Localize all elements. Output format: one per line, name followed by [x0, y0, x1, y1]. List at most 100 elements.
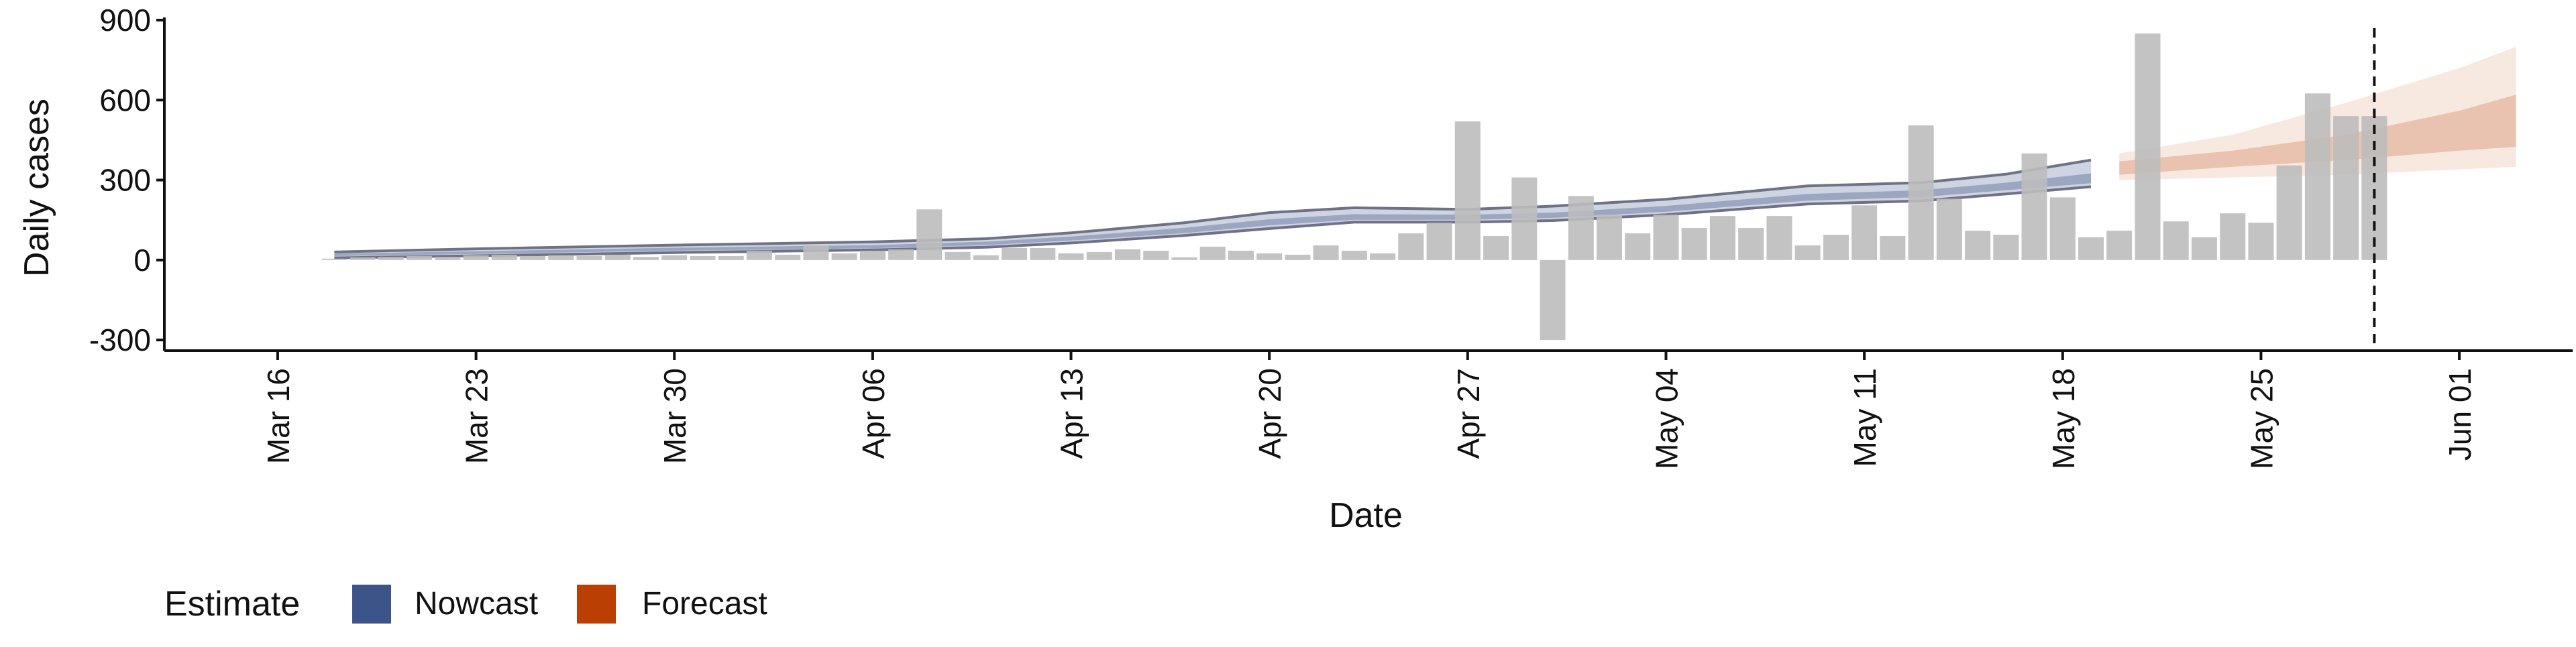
bar-2020-04-13 [1058, 253, 1084, 260]
x-tick-label-2020-04-20: Apr 20 [1252, 368, 1287, 459]
bar-2020-05-13 [1908, 125, 1934, 260]
y-tick-label-0: 0 [133, 243, 151, 278]
y-tick-label-300: 300 [99, 163, 151, 198]
bar-2020-04-26 [1426, 223, 1452, 260]
y-tick-label-900: 900 [99, 3, 151, 38]
bar-2020-03-19 [350, 257, 376, 260]
bar-2020-03-20 [378, 257, 404, 260]
bar-2020-04-04 [803, 245, 829, 260]
bar-2020-05-20 [2106, 231, 2133, 260]
bar-2020-05-28 [2333, 116, 2359, 260]
bar-2020-04-17 [1171, 257, 1197, 260]
legend: Estimate Nowcast Forecast [164, 585, 767, 624]
bar-2020-05-04 [1653, 215, 1679, 260]
x-tick-label-2020-03-23: Mar 23 [460, 368, 494, 464]
bar-2020-04-23 [1341, 250, 1367, 260]
legend-label-forecast: Forecast [642, 586, 767, 622]
bar-2020-05-23 [2191, 237, 2217, 260]
y-tick-label--300: -300 [89, 322, 151, 357]
bar-2020-05-29 [2361, 116, 2387, 260]
bar-2020-04-09 [945, 251, 971, 260]
y-tick-label-600: 600 [99, 82, 151, 117]
bar-2020-03-22 [435, 257, 461, 260]
legend-title: Estimate [164, 585, 300, 624]
bar-2020-04-06 [859, 250, 885, 260]
bar-2020-05-06 [1709, 216, 1735, 260]
bar-2020-05-11 [1851, 205, 1878, 260]
axes-layer: 900 600 300 0 -300 Mar 16 Mar 23 Mar 30 Apr 06 Ap… [89, 3, 2573, 469]
y-axis-label: Daily cases [17, 99, 56, 277]
bar-2020-04-22 [1313, 245, 1339, 260]
bar-2020-04-10 [973, 255, 999, 260]
bar-2020-05-14 [1936, 198, 1962, 260]
x-tick-label-2020-05-25: May 25 [2244, 368, 2279, 469]
bar-2020-03-24 [491, 254, 517, 260]
legend-swatch-forecast [577, 585, 616, 624]
bar-2020-04-05 [831, 253, 857, 260]
bar-2020-05-27 [2304, 93, 2330, 260]
x-tick-label-2020-04-06: Apr 06 [856, 368, 891, 459]
band-edge-lower-nowcast [334, 185, 2092, 259]
bar-2020-05-08 [1766, 216, 1792, 260]
x-tick-label-2020-06-01: Jun 01 [2443, 368, 2477, 461]
bar-2020-04-21 [1285, 254, 1311, 260]
bar-2020-04-20 [1256, 253, 1283, 260]
bar-2020-05-19 [2078, 237, 2104, 260]
bar-2020-05-02 [1597, 215, 1622, 260]
x-axis-label: Date [1329, 496, 1403, 535]
x-tick-label-2020-04-27: Apr 27 [1451, 368, 1486, 459]
x-tick-label-2020-05-11: May 11 [1847, 368, 1882, 467]
bar-2020-03-30 [661, 255, 688, 260]
bar-2020-05-18 [2049, 197, 2076, 260]
bar-2020-05-10 [1823, 235, 1849, 260]
bar-2020-05-17 [2021, 153, 2047, 260]
bar-2020-04-16 [1143, 250, 1169, 260]
bar-2020-05-09 [1794, 245, 1821, 260]
bar-2020-04-14 [1086, 251, 1112, 260]
bar-2020-05-05 [1681, 228, 1707, 260]
legend-label-nowcast: Nowcast [415, 586, 538, 622]
bar-2020-05-15 [1965, 231, 1991, 260]
bar-2020-04-30 [1540, 259, 1566, 341]
bar-2020-03-25 [520, 255, 546, 260]
bar-2020-03-18 [321, 258, 347, 260]
bar-2020-04-15 [1115, 249, 1140, 260]
bar-2020-05-16 [1993, 235, 2019, 260]
bar-2020-04-19 [1228, 250, 1254, 260]
x-tick-label-2020-05-04: May 04 [1650, 368, 1684, 469]
bar-2020-04-28 [1483, 236, 1509, 260]
x-tick-label-2020-04-13: Apr 13 [1055, 368, 1089, 459]
bar-2020-05-01 [1568, 196, 1594, 260]
bar-2020-04-11 [1002, 247, 1028, 260]
bar-2020-03-26 [548, 255, 574, 260]
bar-2020-05-22 [2163, 221, 2189, 260]
x-tick-label-2020-05-18: May 18 [2046, 368, 2081, 469]
bar-2020-04-12 [1030, 247, 1056, 260]
bar-2020-04-03 [775, 254, 801, 260]
bar-2020-04-29 [1511, 177, 1538, 260]
bar-2020-04-01 [718, 255, 744, 260]
bar-2020-05-26 [2276, 165, 2302, 260]
bar-2020-04-18 [1199, 246, 1226, 260]
x-tick-label-2020-03-16: Mar 16 [261, 368, 296, 464]
band-inner-forecast [2119, 95, 2516, 175]
x-tick-label-2020-03-30: Mar 30 [657, 368, 692, 464]
bar-2020-04-25 [1398, 233, 1424, 260]
bar-2020-05-25 [2248, 223, 2274, 260]
bar-2020-04-08 [916, 209, 943, 260]
bar-2020-05-12 [1880, 236, 1906, 260]
bar-2020-04-07 [888, 249, 914, 260]
bar-2020-03-21 [407, 255, 433, 260]
bar-2020-03-27 [576, 255, 602, 260]
bar-2020-03-28 [604, 254, 631, 260]
bar-2020-03-31 [690, 255, 716, 260]
bar-2020-04-27 [1454, 121, 1481, 260]
band-edge-upper-nowcast [334, 158, 2092, 253]
bar-2020-05-07 [1738, 228, 1764, 260]
legend-swatch-nowcast [352, 585, 391, 624]
bar-2020-05-21 [2135, 33, 2161, 260]
bars-layer [321, 33, 2387, 341]
bar-2020-05-24 [2220, 213, 2246, 260]
